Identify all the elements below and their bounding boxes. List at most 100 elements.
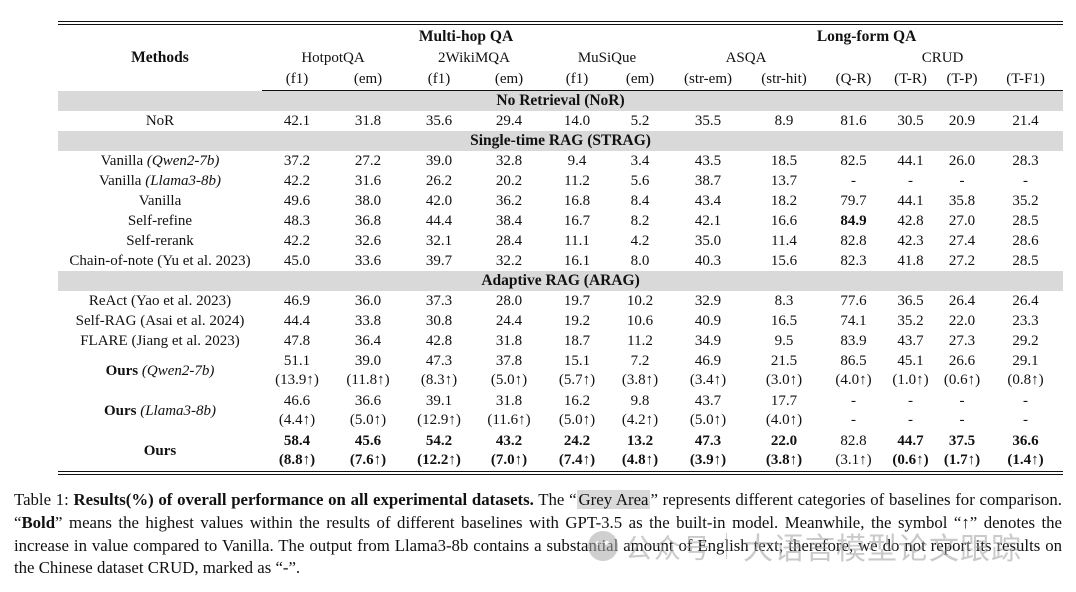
metric-value: 49.6 — [283, 192, 311, 209]
value-cell: 24.2 (7.4↑) — [544, 431, 610, 471]
metric-delta: (3.4↑) — [689, 372, 727, 388]
method-cell: Ours (Llama3-8b) — [58, 391, 262, 431]
metric-delta: - — [851, 412, 856, 428]
metric-value: 46.9 — [283, 292, 311, 309]
table-row: Vanilla (Llama3-8b) 42.2 31.6 26.2 20.2 11.2 5… — [58, 171, 1063, 191]
metric-value: 47.8 — [283, 332, 311, 349]
metric-value: 40.3 — [694, 252, 722, 269]
table-row: Self-rerank 42.2 32.6 32.1 28.4 11.1 4.2 35.0 11… — [58, 231, 1063, 251]
metric-value: 11.4 — [771, 232, 797, 249]
metric-delta: (3.9↑) — [689, 452, 727, 468]
metric-value: 28.4 — [495, 232, 523, 249]
metric-value: 26.6 — [948, 352, 976, 369]
metric-value: 23.3 — [1012, 312, 1039, 329]
metric-delta: (4.4↑) — [278, 412, 316, 428]
metric-value: 37.5 — [948, 432, 976, 449]
metric-value: 40.9 — [694, 312, 722, 329]
metric-delta: - — [908, 412, 913, 428]
method-cell: Self-refine — [58, 211, 262, 231]
table-row: Vanilla (Qwen2-7b) 37.2 27.2 39.0 32.8 9.4 3.4… — [58, 151, 1063, 171]
metric-delta: (3.8↑) — [621, 372, 659, 388]
value-cell: 46.6 (4.4↑) — [262, 391, 332, 431]
table-row: NoR 42.1 31.8 35.6 29.4 14.0 5.2 35.5 8.9 81.6 30.… — [58, 111, 1063, 131]
metric-value: 74.1 — [840, 312, 867, 329]
metric-value: 32.9 — [694, 292, 722, 309]
metric-value: 26.4 — [948, 292, 976, 309]
metric-value: 43.4 — [694, 192, 722, 209]
metric-value: 34.9 — [694, 332, 722, 349]
value-cell: -- — [885, 391, 936, 431]
metric-delta: (4.0↑) — [835, 372, 872, 388]
caption-segment: Results(%) of overall performance on all… — [73, 490, 534, 509]
metric-value: 47.3 — [694, 432, 722, 449]
metric-delta: (1.0↑) — [892, 372, 929, 388]
metric-value: 42.0 — [425, 192, 453, 209]
metric-value: 21.4 — [1012, 112, 1039, 129]
table-row: Ours 58.4 (8.8↑) 45.6 (7.6↑) 54.2 (12.2↑) 43.2 (… — [58, 431, 1063, 471]
metric-value: 36.8 — [354, 212, 382, 229]
method-cell: Vanilla (Llama3-8b) — [58, 171, 262, 191]
metric-value: 9.5 — [774, 332, 794, 349]
metric-value: 44.7 — [897, 432, 924, 449]
metric-value: 28.0 — [495, 292, 523, 309]
metric-value: 21.5 — [770, 352, 798, 369]
value-cell: 39.1 (12.9↑) — [404, 391, 474, 431]
metric-value: 14.0 — [563, 112, 591, 129]
metric-header: (str-em) — [670, 69, 746, 91]
metric-value: 41.8 — [897, 252, 924, 269]
dataset-header: CRUD — [921, 50, 964, 66]
method-name: NoR — [145, 112, 175, 129]
metric-value: 42.8 — [897, 212, 924, 229]
value-cell: 44.7 (0.6↑) — [885, 431, 936, 471]
metric-value: 5.6 — [630, 172, 650, 189]
metric-value: 58.4 — [283, 432, 311, 449]
metric-value: - — [959, 392, 965, 409]
metric-value: 45.0 — [283, 252, 311, 269]
header-group-row: Methods Multi-hop QA Long-form QA — [58, 25, 1063, 66]
method-cell: ReAct (Yao et al. 2023) — [58, 291, 262, 311]
metric-value: 39.7 — [425, 252, 453, 269]
header-metric-row: (f1) (em) (f1) (em) (f1) (em) (str-em) (str-hit… — [58, 69, 1064, 91]
metric-value: 3.4 — [630, 152, 650, 169]
value-cell: 37.5 (1.7↑) — [936, 431, 988, 471]
metric-value: 42.1 — [283, 112, 311, 129]
method-name: Ours — [105, 362, 139, 379]
methods-header: Methods — [131, 48, 189, 66]
metric-value: 8.4 — [630, 192, 650, 209]
metric-value: 42.3 — [897, 232, 924, 249]
section-banner: Adaptive RAG (ARAG) — [58, 271, 1064, 291]
metric-delta: (5.0↑) — [349, 412, 387, 428]
metric-delta: (11.8↑) — [346, 372, 390, 388]
metric-value: 82.5 — [840, 152, 867, 169]
metric-value: 77.6 — [840, 292, 867, 309]
metric-value: 5.2 — [630, 112, 650, 129]
value-cell: 46.9 (3.4↑) — [670, 351, 746, 391]
metric-header: (f1) — [262, 69, 332, 91]
caption-segment: The “ — [533, 490, 577, 509]
value-cell: 39.0 (11.8↑) — [332, 351, 404, 391]
metric-value: 8.3 — [774, 292, 794, 309]
metric-value: 43.5 — [694, 152, 722, 169]
metric-value: 32.6 — [354, 232, 382, 249]
metric-header: (Q-R) — [822, 69, 885, 91]
value-cell: 22.0 (3.8↑) — [746, 431, 822, 471]
metric-delta: (0.6↑) — [943, 372, 981, 388]
metric-value: 82.8 — [840, 432, 867, 449]
metric-delta: (4.8↑) — [621, 452, 659, 468]
method-cell: Chain-of-note (Yu et al. 2023) — [58, 251, 262, 271]
metric-value: 29.2 — [1012, 332, 1039, 349]
metric-delta: (8.8↑) — [278, 452, 316, 468]
metric-value: 24.4 — [495, 312, 523, 329]
method-paren: (Asai et al. 2024) — [140, 312, 245, 329]
method-paren: (Qwen2-7b) — [141, 362, 215, 379]
method-paren: (Llama3-8b) — [140, 402, 217, 419]
metric-header: (em) — [610, 69, 670, 91]
method-name: Self-refine — [127, 212, 193, 229]
metric-value: 32.8 — [495, 152, 523, 169]
metric-delta: (7.4↑) — [558, 452, 596, 468]
metric-value: 15.6 — [770, 252, 798, 269]
value-cell: 82.8 (3.1↑) — [822, 431, 885, 471]
metric-value: 44.4 — [425, 212, 453, 229]
metric-value: 44.4 — [283, 312, 311, 329]
metric-value: 27.2 — [354, 152, 382, 169]
